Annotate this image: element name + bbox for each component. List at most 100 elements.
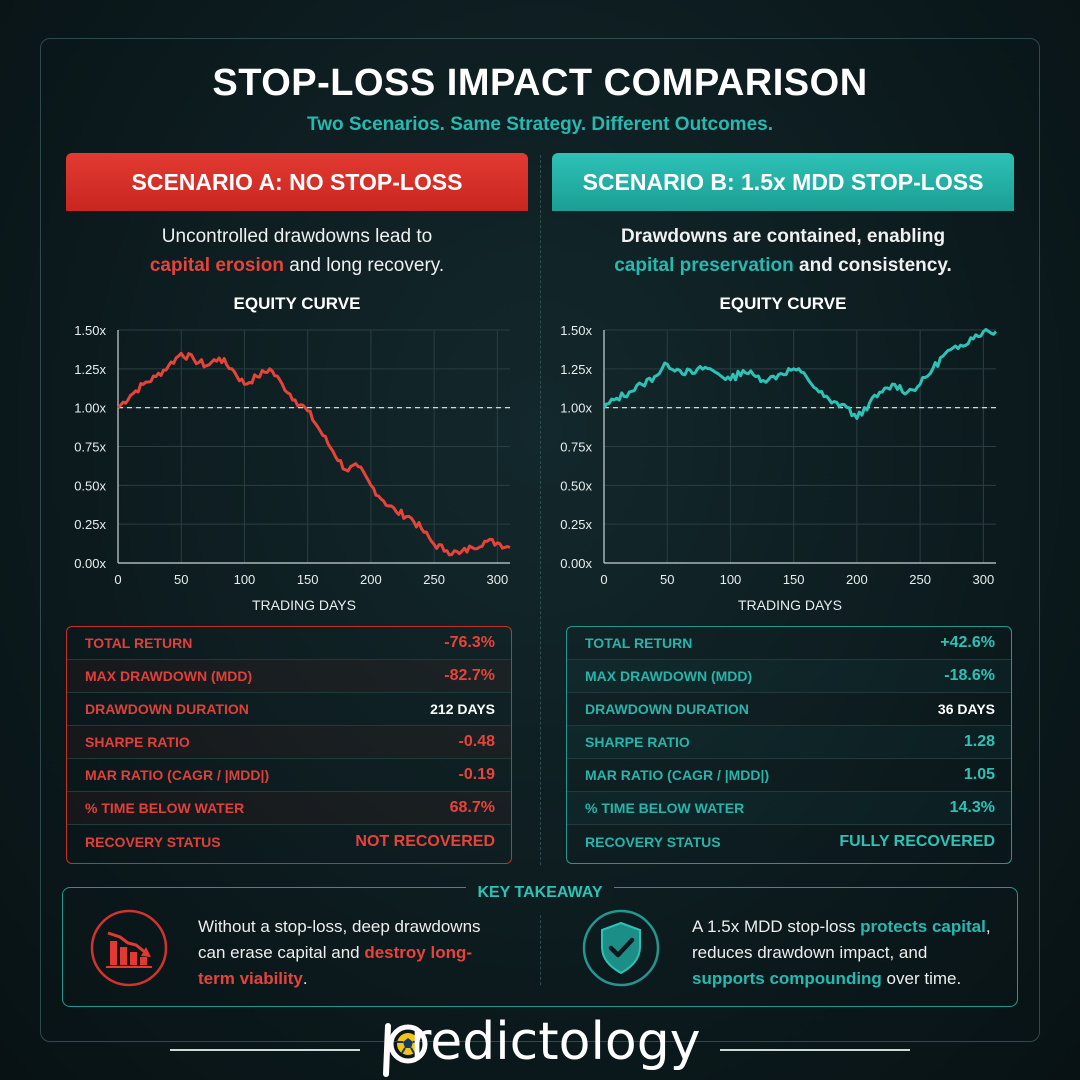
- x-tick-label: 150: [297, 572, 319, 587]
- metric-value: 14.3%: [949, 799, 995, 816]
- metric-value: 36 DAYS: [937, 701, 995, 717]
- footer-brand-text: redictology: [410, 1012, 701, 1072]
- metric-label: DRAWDOWN DURATION: [85, 701, 249, 717]
- metric-label: MAX DRAWDOWN (MDD): [85, 668, 253, 684]
- y-tick-label: 1.50x: [560, 323, 592, 338]
- declining-bar-chart-icon: [90, 909, 168, 987]
- x-tick-label: 250: [909, 572, 931, 587]
- metric-row: SHARPE RATIO -0.48: [67, 726, 511, 759]
- scenario-a-desc-highlight: capital erosion: [149, 255, 284, 276]
- takeaway-divider: [540, 915, 541, 985]
- metric-label: % TIME BELOW WATER: [85, 800, 245, 816]
- chart-b-title: EQUITY CURVE: [719, 294, 847, 313]
- takeaway-left-highlight: destroy long-term viability: [198, 943, 473, 988]
- scenario-a-desc-rest: and long recovery.: [283, 255, 445, 276]
- x-tick-label: 100: [234, 572, 256, 587]
- x-tick-label: 200: [360, 572, 382, 587]
- y-tick-label: 0.50x: [74, 478, 106, 493]
- metric-row: DRAWDOWN DURATION 212 DAYS: [67, 693, 511, 726]
- equity-series-line: [116, 351, 511, 557]
- metric-row: SHARPE RATIO 1.28: [567, 726, 1011, 759]
- metric-row: MAX DRAWDOWN (MDD) -82.7%: [67, 660, 511, 693]
- y-tick-label: 1.25x: [74, 362, 106, 377]
- scenario-a-description: Uncontrolled drawdowns lead to capital e…: [66, 222, 528, 280]
- x-tick-label: 250: [423, 572, 445, 587]
- metric-label: MAX DRAWDOWN (MDD): [585, 668, 753, 684]
- scenario-b-desc-mid: and: [793, 255, 839, 276]
- p-soccer-ball-logo: [383, 1023, 428, 1077]
- metric-value: 1.05: [963, 766, 995, 783]
- metric-row: TOTAL RETURN +42.6%: [567, 627, 1011, 660]
- x-tick-label: 100: [720, 572, 742, 587]
- metric-row: % TIME BELOW WATER 68.7%: [67, 792, 511, 825]
- metric-row: MAR RATIO (CAGR / |MDD|) -0.19: [67, 759, 511, 792]
- page-title: STOP-LOSS IMPACT COMPARISON: [212, 62, 868, 104]
- metric-value: -76.3%: [444, 634, 495, 651]
- metric-row: TOTAL RETURN -76.3%: [67, 627, 511, 660]
- x-tick-label: 0: [114, 572, 121, 587]
- scenario-a-desc-line1: Uncontrolled drawdowns lead to: [161, 226, 433, 247]
- takeaway-right-post: over time.: [881, 969, 962, 988]
- shield-check-icon: [582, 909, 660, 987]
- metric-value: -18.6%: [944, 667, 995, 684]
- metric-label: % TIME BELOW WATER: [585, 800, 745, 816]
- metric-value: NOT RECOVERED: [355, 832, 495, 850]
- metric-value: -0.19: [458, 766, 495, 783]
- y-tick-label: 0.00x: [74, 556, 106, 571]
- metric-label: MAR RATIO (CAGR / |MDD|): [585, 767, 770, 783]
- x-tick-label: 0: [600, 572, 607, 587]
- x-tick-label: 50: [174, 572, 188, 587]
- metric-label: RECOVERY STATUS: [585, 833, 721, 850]
- x-tick-label: 50: [660, 572, 674, 587]
- metric-label: DRAWDOWN DURATION: [585, 701, 749, 717]
- takeaway-right-highlight-2: supports compounding: [692, 969, 882, 988]
- metric-value: FULLY RECOVERED: [839, 832, 995, 850]
- footer-line-right: [720, 1049, 910, 1051]
- y-tick-label: 1.00x: [560, 401, 592, 416]
- metric-row: RECOVERY STATUS NOT RECOVERED: [67, 825, 511, 858]
- scenario-b-desc-line1: Drawdowns are contained, enabling: [620, 226, 946, 247]
- x-tick-label: 200: [846, 572, 868, 587]
- metric-row: MAR RATIO (CAGR / |MDD|) 1.05: [567, 759, 1011, 792]
- scenario-a-metrics-table: TOTAL RETURN -76.3% MAX DRAWDOWN (MDD) -82.…: [66, 626, 512, 864]
- main-frame: [40, 38, 1040, 1042]
- scenario-b-desc-highlight-2: consistency.: [838, 255, 952, 276]
- y-tick-label: 0.00x: [560, 556, 592, 571]
- page-subtitle: Two Scenarios. Same Strategy. Different …: [307, 114, 773, 135]
- scenario-b-banner: SCENARIO B: 1.5x MDD STOP-LOSS: [552, 153, 1014, 211]
- metric-label: SHARPE RATIO: [85, 734, 190, 750]
- scenario-b-description: Drawdowns are contained, enabling capita…: [552, 222, 1014, 280]
- takeaway-left-post: .: [302, 969, 308, 988]
- center-divider: [540, 155, 541, 865]
- equity-curve-chart-b: 0.00x 0.25x 0.50x 0.75x 1.00x 1.25x 1.50x 0 50 10…: [560, 323, 998, 613]
- metric-row: RECOVERY STATUS FULLY RECOVERED: [567, 825, 1011, 858]
- x-tick-label: 300: [487, 572, 509, 587]
- scenario-b-metrics-table: TOTAL RETURN +42.6% MAX DRAWDOWN (MDD) -18.…: [566, 626, 1012, 864]
- x-axis-label: TRADING DAYS: [738, 597, 842, 613]
- takeaway-right-text: A 1.5x MDD stop-loss protects capital, r…: [692, 914, 1002, 992]
- takeaway-left-pre: Without a stop-loss, deep drawdowns can …: [198, 917, 481, 962]
- chart-a-title: EQUITY CURVE: [233, 294, 361, 313]
- key-takeaway-label: KEY TAKEAWAY: [466, 884, 614, 902]
- metric-label: MAR RATIO (CAGR / |MDD|): [85, 767, 270, 783]
- metric-value: +42.6%: [940, 634, 995, 651]
- y-tick-label: 0.25x: [74, 517, 106, 532]
- takeaway-right-pre: A 1.5x MDD stop-loss: [692, 917, 861, 936]
- metric-value: 68.7%: [449, 799, 495, 816]
- metric-label: TOTAL RETURN: [85, 635, 193, 651]
- metric-label: SHARPE RATIO: [585, 734, 690, 750]
- metric-value: -82.7%: [444, 667, 495, 684]
- scenario-a-banner: SCENARIO A: NO STOP-LOSS: [66, 153, 528, 211]
- metric-label: RECOVERY STATUS: [85, 833, 221, 850]
- equity-series-line: [602, 328, 998, 420]
- x-tick-label: 300: [973, 572, 995, 587]
- y-tick-label: 1.25x: [560, 362, 592, 377]
- y-tick-label: 0.75x: [560, 440, 592, 455]
- equity-curve-chart-a: 0.00x 0.25x 0.50x 0.75x 1.00x 1.25x 1.50x 0 50 10…: [74, 323, 511, 613]
- metric-value: 212 DAYS: [430, 701, 495, 717]
- metric-value: 1.28: [963, 733, 995, 750]
- takeaway-right-mid: , reduces drawdown impact, and: [692, 917, 991, 962]
- metric-value: -0.48: [458, 733, 495, 750]
- y-tick-label: 0.50x: [560, 478, 592, 493]
- metric-label: TOTAL RETURN: [585, 635, 693, 651]
